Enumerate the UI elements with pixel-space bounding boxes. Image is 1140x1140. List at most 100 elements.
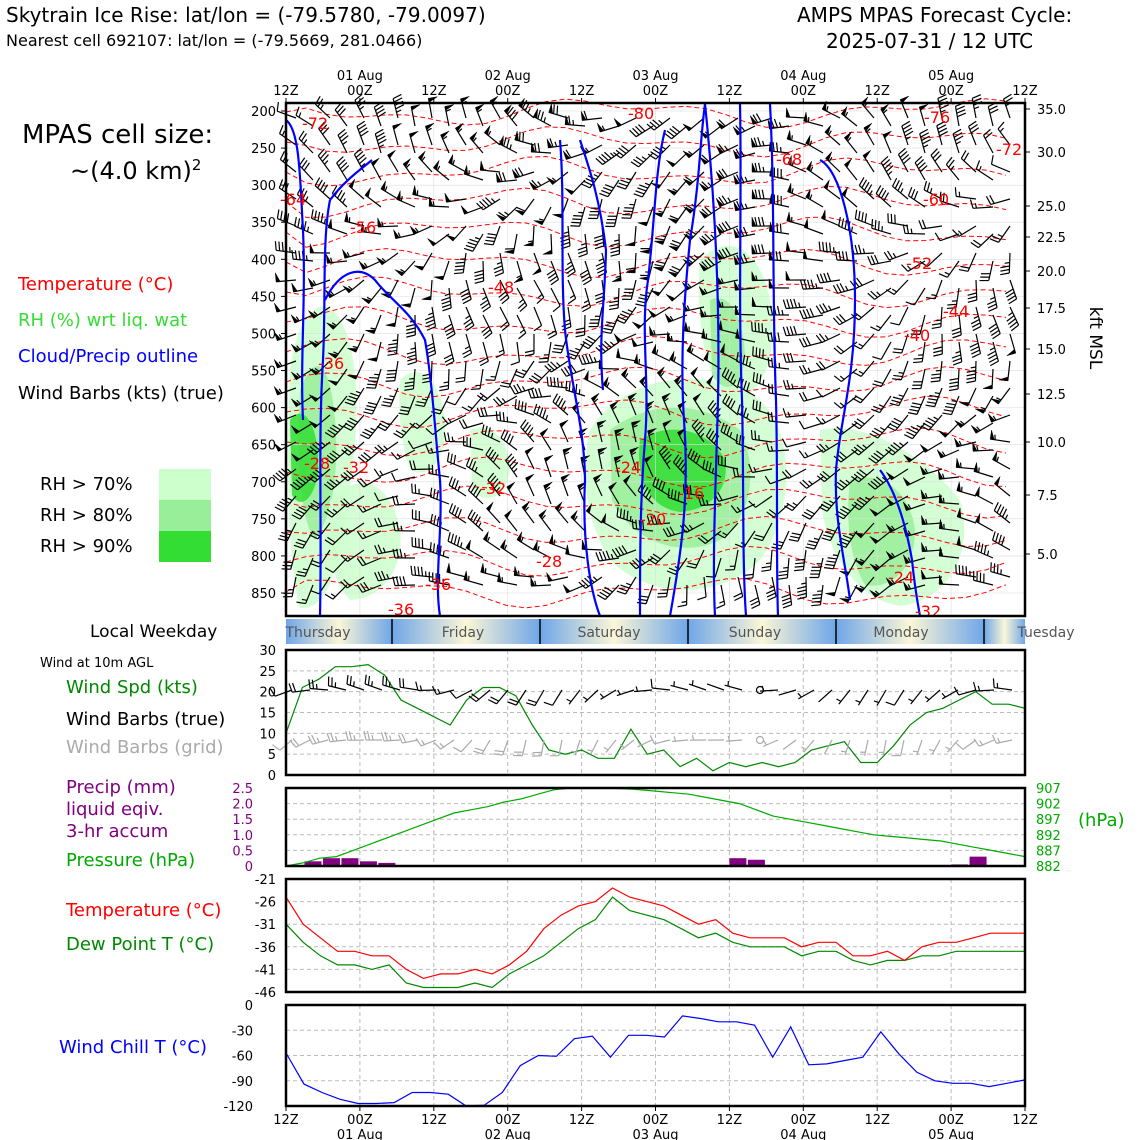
top-time-label: 00Z (938, 84, 964, 99)
wind-barb (325, 254, 348, 264)
wind-barb (854, 549, 875, 566)
wind-barb-half (845, 285, 849, 291)
wind-barb-half (722, 532, 728, 536)
wind-barb (564, 179, 586, 195)
wind-barb-true-full (311, 679, 315, 689)
wind-barb-true-full (402, 678, 405, 688)
wind-barb-full (923, 180, 928, 191)
wind-barb-half (874, 590, 880, 595)
wind-barb (308, 387, 331, 402)
wind-barb-flag (720, 343, 725, 354)
wind-barb-half (329, 257, 333, 263)
wind-barb (609, 400, 620, 424)
wind-barb-flag (347, 375, 358, 380)
wind-barb-full (766, 592, 776, 598)
top-time-label: 12Z (569, 84, 595, 99)
wind-barb-flag (733, 228, 740, 238)
wind-barb-full (593, 234, 604, 239)
wind-barb (565, 544, 586, 559)
wind-barb-full (356, 530, 364, 540)
wind-barb-full (844, 219, 848, 229)
wind-barb (429, 542, 450, 559)
wind-barb-full (766, 331, 770, 342)
wind-barb-grid-staff (420, 739, 437, 747)
wind-barb (816, 468, 841, 483)
wind-barb-full (856, 418, 865, 425)
wind-barb-full (701, 181, 709, 189)
wind-barb (439, 368, 450, 392)
bottom-time-label: 12Z (569, 1113, 595, 1128)
wind-barb-half (545, 486, 551, 491)
wind-barb-full (873, 478, 882, 486)
wind10-heading: Wind at 10m AGL (40, 656, 154, 671)
wind-barb-full (454, 268, 464, 271)
wind-barb-full (883, 192, 890, 201)
wind-barb-full (995, 532, 999, 543)
wind-barb (356, 556, 382, 567)
wind-barb-full (493, 265, 503, 270)
wind-barb-true-staff (724, 684, 743, 691)
wind-barb-flag (394, 269, 405, 277)
wind-barb (662, 419, 672, 443)
wind-barb-full (826, 272, 832, 282)
wind-barb-full (401, 406, 411, 409)
wind-barb (733, 173, 756, 185)
wind-barb (391, 472, 416, 482)
bottom-time-label: 12Z (1012, 1113, 1038, 1128)
wind-barb-half (934, 392, 940, 395)
wind-barb-half (414, 227, 419, 233)
wind-barb-full (507, 456, 515, 464)
wind-barb-full (798, 450, 806, 459)
wind-barb-grid-half (673, 736, 677, 742)
wind-barb-full (743, 573, 754, 577)
wind-barb-full (872, 383, 882, 388)
wind-barb-true-staff (876, 689, 887, 706)
wind-barb-half (553, 539, 556, 545)
bottom-day-label: 03 Aug (632, 1128, 678, 1140)
wind-barb-full (701, 235, 709, 243)
wind-barb-full (889, 423, 898, 429)
wind-barb-full (781, 471, 789, 479)
wind-barb-half (370, 427, 376, 431)
wind-barb-full (967, 295, 977, 300)
wind-barb-half (875, 563, 880, 569)
wind-barb-half (527, 108, 531, 114)
wind-barb (958, 252, 977, 272)
wind-barb-flag (885, 551, 895, 560)
wind-barb-half (970, 366, 976, 369)
wind-barb-grid-staff (540, 739, 545, 756)
wind-barb-full (1002, 508, 1008, 518)
wind-barb-full (302, 190, 308, 200)
wind-barb (968, 120, 980, 146)
wind-barb (360, 222, 382, 235)
wind-barb-full (798, 338, 805, 348)
wind-barb (616, 348, 637, 362)
wind-barb-true (908, 689, 923, 705)
wind-barb-half (609, 152, 615, 157)
wind-barb-true-full (527, 699, 537, 704)
wind-barb-grid-half (840, 750, 847, 753)
wind-barb-flag (639, 374, 647, 385)
wind-barb-full (618, 182, 628, 187)
wind-barb-full (891, 177, 898, 187)
wind-barb-full (471, 460, 477, 470)
wind-barb-half (477, 108, 483, 113)
wind-barb-true-full (382, 675, 384, 685)
wind-barb-full (481, 302, 490, 310)
wind-barb-full (989, 195, 995, 204)
wind-barb-flag (863, 122, 873, 132)
wind-barb-full (547, 363, 555, 371)
wind-barb-flag (647, 428, 657, 435)
wind-barb-full (485, 239, 495, 243)
wind-barb-grid-half (637, 740, 642, 746)
wind-barb-flag (290, 343, 300, 353)
wind-barb (282, 576, 297, 598)
wind-barb-true (688, 680, 707, 691)
wind-barb-full (755, 534, 765, 539)
wind-barb (532, 252, 542, 276)
wind-speed-tick-label: 20 (259, 686, 276, 701)
top-time-label: 00Z (347, 84, 373, 99)
wind-barb (816, 272, 841, 284)
wind-barb (885, 279, 909, 295)
wind-barb (956, 535, 977, 551)
